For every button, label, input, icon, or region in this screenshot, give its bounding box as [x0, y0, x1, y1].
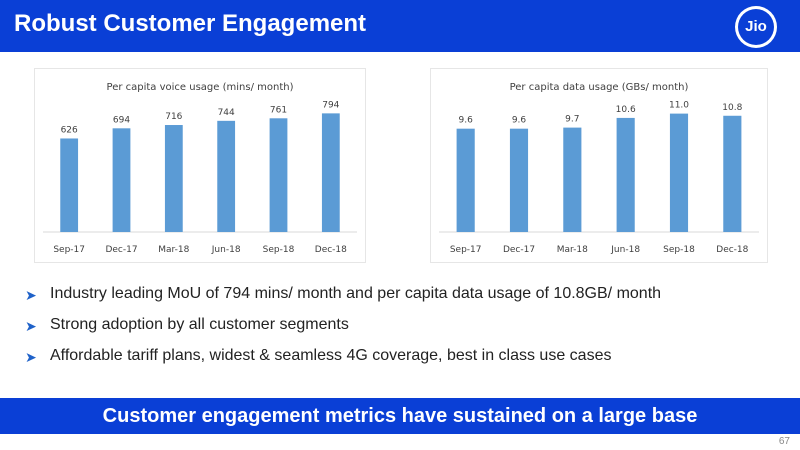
data-label: 716	[165, 112, 182, 122]
bar	[456, 128, 475, 232]
bar	[723, 115, 742, 232]
chart-title: Per capita voice usage (mins/ month)	[107, 82, 294, 93]
bullet-list: ➤ Industry leading MoU of 794 mins/ mont…	[22, 285, 782, 378]
x-tick-label: Sep-18	[663, 245, 695, 255]
chart-title: Per capita data usage (GBs/ month)	[510, 82, 689, 93]
x-tick-label: Sep-17	[53, 245, 85, 255]
bar	[164, 125, 183, 232]
arrow-bullet-icon: ➤	[25, 287, 37, 303]
bar	[60, 138, 79, 232]
bullet-item: ➤ Affordable tariff plans, widest & seam…	[22, 347, 782, 378]
bullet-item: ➤ Strong adoption by all customer segmen…	[22, 316, 782, 347]
bullet-item: ➤ Industry leading MoU of 794 mins/ mont…	[22, 285, 782, 316]
data-usage-chart: Per capita data usage (GBs/ month) 9.6 Sep…	[430, 68, 768, 263]
bar	[669, 113, 689, 232]
x-tick-label: Mar-18	[557, 245, 588, 255]
arrow-bullet-icon: ➤	[25, 318, 37, 334]
x-tick-label: Jun-18	[211, 245, 241, 255]
data-label: 10.6	[616, 105, 636, 115]
data-label: 10.8	[722, 103, 742, 113]
data-label: 9.6	[459, 116, 474, 126]
bullet-text: Industry leading MoU of 794 mins/ month …	[50, 285, 662, 302]
jio-logo-text: Jio	[738, 9, 774, 45]
data-label: 626	[61, 125, 78, 135]
voice-usage-chart-svg: Per capita voice usage (mins/ month) 626 S…	[43, 82, 357, 255]
bullet-text: Strong adoption by all customer segments	[50, 316, 349, 333]
slide-header: Robust Customer Engagement Jio	[0, 0, 800, 52]
x-tick-label: Sep-17	[450, 245, 482, 255]
x-tick-label: Sep-18	[263, 245, 295, 255]
bar	[321, 113, 340, 232]
x-tick-label: Dec-17	[105, 245, 137, 255]
jio-logo: Jio	[735, 6, 777, 48]
bar	[616, 117, 635, 232]
x-tick-label: Jun-18	[610, 245, 640, 255]
bar	[269, 118, 288, 232]
x-tick-label: Mar-18	[158, 245, 189, 255]
data-label: 761	[270, 105, 287, 115]
bar	[112, 128, 131, 232]
footer-banner: Customer engagement metrics have sustain…	[0, 398, 800, 434]
data-label: 9.7	[565, 115, 579, 125]
x-tick-label: Dec-18	[315, 245, 347, 255]
x-tick-label: Dec-18	[716, 245, 748, 255]
voice-usage-chart: Per capita voice usage (mins/ month) 626 S…	[34, 68, 366, 263]
slide-title: Robust Customer Engagement	[14, 10, 367, 37]
data-label: 9.6	[512, 116, 527, 126]
page-number: 67	[778, 436, 790, 447]
x-tick-label: Dec-17	[503, 245, 535, 255]
arrow-bullet-icon: ➤	[25, 349, 37, 365]
bullet-text: Affordable tariff plans, widest & seamle…	[50, 347, 612, 364]
data-label: 11.0	[669, 101, 689, 111]
data-label: 694	[113, 115, 130, 125]
bar	[509, 128, 529, 232]
data-label: 794	[322, 100, 339, 110]
data-label: 744	[218, 108, 235, 118]
bar	[217, 120, 236, 232]
data-usage-chart-svg: Per capita data usage (GBs/ month) 9.6 Sep…	[439, 82, 759, 255]
bar	[563, 127, 582, 232]
